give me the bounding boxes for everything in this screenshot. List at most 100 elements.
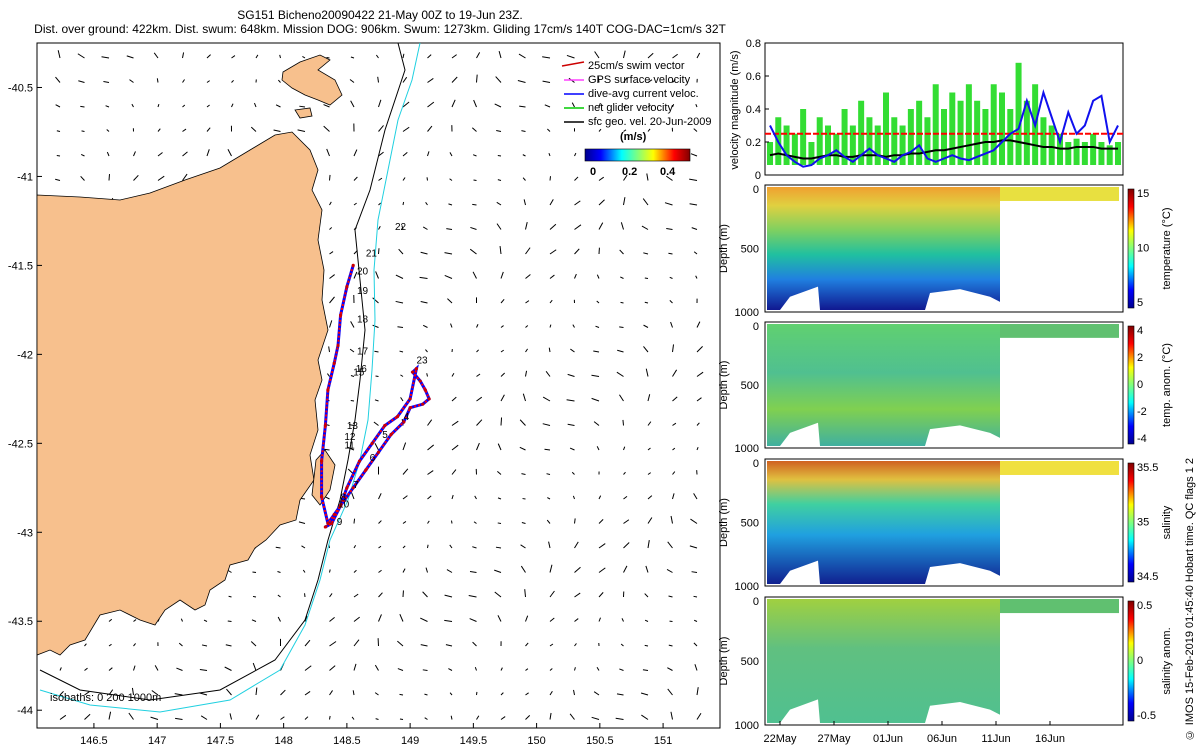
vector-arrow — [129, 79, 134, 83]
vector-arrow — [548, 541, 551, 549]
vector-arrow — [422, 669, 428, 671]
vector-arrow — [620, 276, 624, 279]
vector-arrow — [374, 692, 379, 696]
vector-arrow — [444, 594, 453, 598]
vector-arrow — [182, 128, 187, 132]
vector-arrow — [444, 275, 453, 279]
chart-title-line1: SG151 Bicheno20090422 21-May 00Z to 19-J… — [237, 8, 523, 22]
section-colorbar — [1127, 325, 1135, 445]
vector-arrow — [549, 223, 557, 230]
vector-arrow — [399, 350, 404, 353]
net-velocity-bar — [841, 109, 848, 165]
vector-arrow — [56, 130, 61, 132]
vector-arrow — [473, 99, 477, 108]
vector-arrow — [203, 619, 208, 622]
track-point — [351, 486, 355, 490]
vector-arrow — [497, 470, 502, 475]
vector-arrow — [252, 662, 257, 671]
vector-arrow — [277, 594, 281, 598]
colorbar-tick-label: -4 — [1137, 433, 1147, 445]
vector-arrow — [353, 569, 357, 573]
track-point — [383, 423, 387, 428]
vector-arrow — [329, 593, 333, 598]
vector-arrow — [598, 592, 604, 598]
vector-arrow — [598, 199, 605, 206]
colorbar-tick-label: 10 — [1137, 243, 1149, 255]
net-velocity-bar — [1007, 109, 1014, 165]
vector-arrow — [59, 714, 67, 720]
depth-tick-label: 1000 — [735, 720, 759, 732]
track-point — [389, 432, 393, 437]
vector-arrow — [402, 177, 406, 181]
track-point — [345, 486, 349, 490]
vector-arrow — [476, 442, 480, 451]
vector-arrow — [643, 252, 649, 255]
vector-arrow — [525, 370, 528, 377]
vector-arrow — [375, 718, 379, 720]
map-xtick-label: 149.5 — [460, 735, 488, 747]
vector-arrow — [476, 419, 483, 426]
vector-arrow — [497, 615, 502, 622]
vector-arrow — [399, 693, 404, 696]
vector-arrow — [549, 199, 554, 206]
colorbar-tick-label: 2 — [1137, 352, 1143, 364]
vector-arrow — [280, 689, 286, 696]
section-field — [767, 599, 1000, 723]
vector-arrow — [426, 373, 428, 377]
island-flinders — [281, 54, 343, 106]
vector-arrow — [427, 151, 430, 157]
isobath-200m — [39, 42, 406, 701]
vector-arrow — [304, 639, 311, 647]
map-xtick-label: 150.5 — [586, 735, 614, 747]
vector-arrow — [451, 54, 457, 59]
vector-arrow — [574, 618, 579, 622]
vector-arrow — [226, 688, 232, 696]
vector-arrow — [689, 178, 698, 181]
vector-arrow — [449, 178, 453, 181]
section-panels: 0 500 1000 Depth (m) 15 10 5 temperature (°C) 0 5… — [718, 184, 1173, 732]
vector-arrow — [451, 444, 459, 451]
vector-arrow — [495, 76, 502, 83]
vector-arrow — [500, 667, 503, 671]
vector-arrow — [646, 173, 649, 181]
vector-arrow — [519, 105, 526, 108]
depth-axis-label: Depth (m) — [718, 224, 730, 273]
section-field — [767, 461, 1000, 584]
vector-arrow — [640, 692, 649, 696]
vector-arrow — [106, 129, 110, 132]
track-point — [423, 388, 427, 392]
vector-arrow — [566, 399, 575, 402]
section-colorbar-label: temperature (°C) — [1161, 207, 1173, 289]
vector-arrow — [574, 592, 581, 598]
vector-arrow — [402, 201, 405, 206]
vector-arrow — [402, 568, 406, 573]
vector-arrow — [445, 644, 453, 647]
vector-arrow — [253, 102, 257, 108]
vector-arrow — [176, 667, 183, 671]
vector-arrow — [598, 222, 604, 230]
vector-arrow — [199, 668, 208, 671]
vector-arrow — [695, 104, 698, 108]
vector-arrow — [374, 442, 379, 451]
vector-arrow — [55, 178, 61, 181]
vector-arrow — [468, 595, 477, 598]
vector-arrow — [427, 125, 433, 132]
vector-arrow — [672, 53, 678, 59]
vector-arrow — [549, 564, 553, 573]
vector-arrow — [544, 448, 551, 451]
vector-arrow — [647, 517, 653, 524]
vector-arrow — [200, 715, 208, 720]
vector-arrow — [647, 472, 652, 475]
vector-arrow — [128, 712, 134, 720]
vector-arrow — [304, 716, 309, 720]
vector-arrow — [591, 374, 600, 377]
velocity-axes: 0 0.2 0.4 0.6 0.8 — [746, 38, 769, 182]
track-point — [411, 370, 415, 374]
vector-arrow — [329, 320, 333, 328]
vector-arrow — [353, 639, 360, 647]
vector-arrow — [525, 668, 529, 671]
track-point — [402, 420, 406, 424]
depth-tick-label: 1000 — [735, 581, 759, 593]
vector-arrow — [569, 447, 575, 451]
vector-arrow — [549, 712, 552, 720]
